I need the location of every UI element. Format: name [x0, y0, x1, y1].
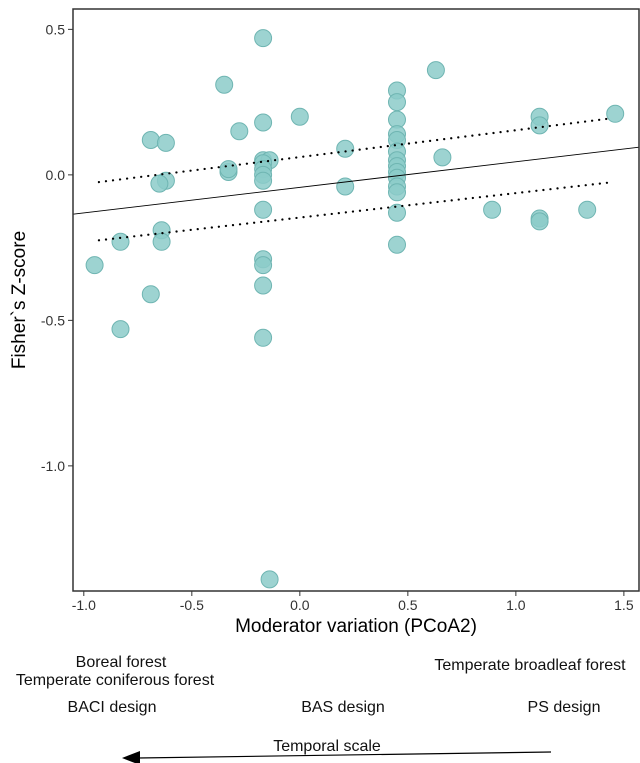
data-point-32	[388, 93, 406, 112]
data-point-4	[141, 285, 160, 304]
x-axis: -1.0 -0.5 0.0 0.5 1.0 1.5	[72, 591, 634, 613]
lines-layer	[72, 116, 640, 242]
data-point-22	[254, 200, 273, 219]
annotation-bas-design: BAS design	[301, 699, 385, 716]
data-point-49	[530, 116, 549, 135]
points-layer	[85, 29, 625, 589]
y-axis-title: Fisher`s Z-score	[9, 231, 30, 369]
data-point-45	[426, 61, 445, 80]
annotation-ps-design: PS design	[528, 699, 601, 716]
data-point-28	[290, 107, 309, 126]
data-point-15	[254, 113, 273, 132]
y-tick-label-0: -1.0	[41, 458, 65, 474]
data-point-9	[152, 232, 171, 251]
data-point-7	[150, 174, 169, 193]
data-point-3	[141, 131, 160, 149]
annotation-temperate-coniferous-forest: Temperate coniferous forest	[16, 672, 215, 689]
data-point-51	[530, 212, 549, 231]
data-point-42	[388, 183, 406, 202]
data-point-0	[85, 256, 104, 275]
y-tick-label-3: 0.5	[46, 21, 66, 37]
data-point-21	[254, 171, 273, 190]
annotation-baci-design: BACI design	[68, 699, 157, 716]
data-point-10	[215, 75, 234, 94]
data-point-13	[219, 160, 238, 179]
annotation-temporal-scale: Temporal scale	[273, 738, 381, 755]
data-point-44	[388, 235, 406, 254]
x-tick-label-4: 1.0	[506, 597, 526, 613]
ci-lower-line	[97, 181, 615, 242]
data-point-52	[578, 200, 597, 219]
x-axis-title: Moderator variation (PCoA2)	[235, 616, 477, 637]
data-point-47	[483, 200, 502, 219]
data-point-14	[254, 29, 273, 48]
annotation-temperate-broadleaf-forest: Temperate broadleaf forest	[434, 657, 626, 674]
x-tick-label-5: 1.5	[614, 597, 634, 613]
data-point-25	[254, 276, 273, 295]
plot-panel-border	[72, 8, 640, 592]
y-tick-label-1: -0.5	[41, 312, 65, 328]
regression-line	[72, 146, 640, 215]
x-tick-label-2: 0.0	[290, 597, 310, 613]
temporal-scale-arrow	[122, 751, 552, 763]
y-axis: -1.0 -0.5 0.0 0.5	[41, 21, 73, 474]
data-point-27	[260, 570, 279, 589]
data-point-5	[156, 133, 175, 152]
x-tick-label-0: -1.0	[72, 597, 96, 613]
data-point-24	[254, 256, 273, 275]
y-tick-label-2: 0.0	[46, 167, 66, 183]
ci-upper-line	[97, 116, 615, 184]
data-point-53	[606, 104, 625, 123]
data-point-30	[336, 177, 355, 196]
data-point-11	[230, 122, 249, 141]
data-point-1	[111, 232, 130, 251]
data-point-29	[336, 139, 355, 158]
x-tick-label-1: -0.5	[180, 597, 204, 613]
annotation-boreal-forest: Boreal forest	[76, 654, 167, 671]
data-point-26	[254, 328, 273, 347]
data-point-46	[433, 148, 452, 167]
data-point-2	[111, 320, 130, 339]
data-point-43	[388, 203, 406, 222]
x-tick-label-3: 0.5	[398, 597, 418, 613]
